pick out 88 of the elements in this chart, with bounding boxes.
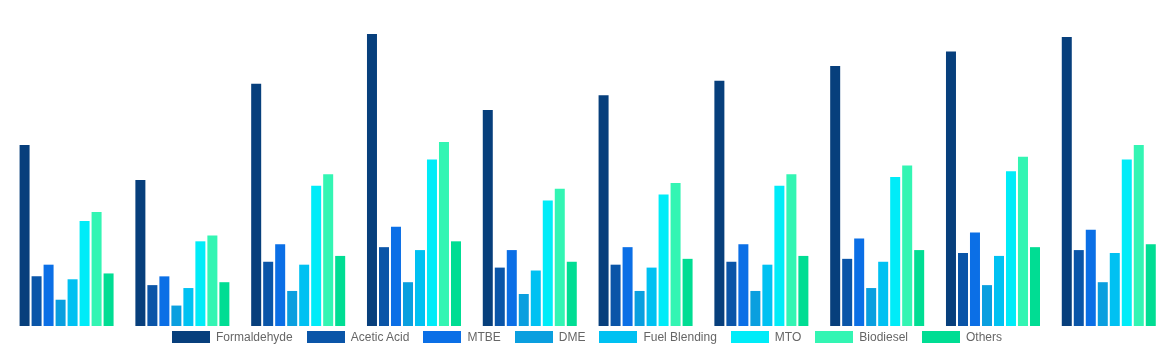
- bar: [79, 220, 90, 326]
- bar: [414, 250, 425, 326]
- bar: [1029, 247, 1040, 326]
- bar: [311, 185, 322, 326]
- bar: [494, 267, 505, 326]
- bar: [914, 250, 925, 326]
- bar: [438, 142, 449, 326]
- bar: [622, 247, 633, 326]
- legend-label: MTO: [774, 330, 802, 344]
- bar: [55, 299, 66, 326]
- bar: [366, 34, 377, 326]
- bar: [323, 174, 334, 326]
- bar: [598, 95, 609, 326]
- bar: [682, 258, 693, 326]
- bar: [670, 182, 681, 326]
- bar: [993, 255, 1004, 326]
- bar: [426, 159, 437, 326]
- bar: [518, 293, 529, 326]
- bar: [31, 276, 42, 326]
- bar: [726, 261, 737, 326]
- bar: [890, 177, 901, 326]
- bar: [530, 270, 541, 326]
- bar: [542, 200, 553, 326]
- bar: [43, 264, 54, 326]
- bar: [878, 261, 889, 326]
- legend-label: Fuel Blending: [643, 330, 717, 344]
- bar: [554, 188, 565, 326]
- bar: [981, 285, 992, 326]
- bar: [610, 264, 621, 326]
- bar: [171, 305, 182, 326]
- bar: [738, 244, 749, 326]
- bar: [450, 241, 461, 326]
- bar: [902, 165, 913, 326]
- bar: [251, 83, 262, 326]
- legend-label: Acetic Acid: [350, 330, 410, 344]
- bar: [378, 247, 389, 326]
- bar: [19, 144, 30, 326]
- bar: [1073, 250, 1084, 326]
- bar: [390, 226, 401, 326]
- bar: [658, 194, 669, 326]
- bar: [774, 185, 785, 326]
- bar: [147, 285, 158, 326]
- bar: [1097, 282, 1108, 326]
- bar: [957, 253, 968, 326]
- bar: [750, 290, 761, 326]
- bar: [183, 288, 194, 326]
- bar: [566, 261, 577, 326]
- bar: [335, 255, 346, 326]
- bar: [866, 288, 877, 326]
- bar: [67, 279, 78, 326]
- bar: [830, 66, 841, 326]
- bar: [219, 282, 230, 326]
- bar: [103, 273, 114, 326]
- bar: [135, 180, 146, 326]
- bar: [159, 276, 170, 326]
- bar: [786, 174, 797, 326]
- bar: [646, 267, 657, 326]
- bar: [482, 109, 493, 326]
- bar: [1061, 36, 1072, 326]
- legend-label: Formaldehyde: [216, 330, 293, 344]
- bar: [969, 232, 980, 326]
- bar: [1133, 144, 1144, 326]
- bar: [1121, 159, 1132, 326]
- bar: [1109, 253, 1120, 326]
- bar: [762, 264, 773, 326]
- legend-label: MTBE: [467, 330, 501, 344]
- bar: [634, 290, 645, 326]
- bar: [854, 238, 865, 326]
- bar: [287, 290, 298, 326]
- bar: [842, 258, 853, 326]
- legend-label: Others: [965, 330, 1002, 344]
- bar: [207, 235, 218, 326]
- bar: [275, 244, 286, 326]
- legend-label: DME: [558, 330, 586, 344]
- bar: [91, 212, 102, 326]
- bar: [1017, 156, 1028, 326]
- bar: [299, 264, 310, 326]
- bar: [195, 241, 206, 326]
- bar: [263, 261, 274, 326]
- bar: [1005, 171, 1016, 326]
- bar: [1085, 229, 1096, 326]
- bar: [798, 255, 809, 326]
- legend-label: Biodiesel: [859, 330, 908, 344]
- bar: [714, 80, 725, 326]
- bar: [1145, 244, 1156, 326]
- bar: [506, 250, 517, 326]
- bar: [945, 51, 956, 326]
- bar: [402, 282, 413, 326]
